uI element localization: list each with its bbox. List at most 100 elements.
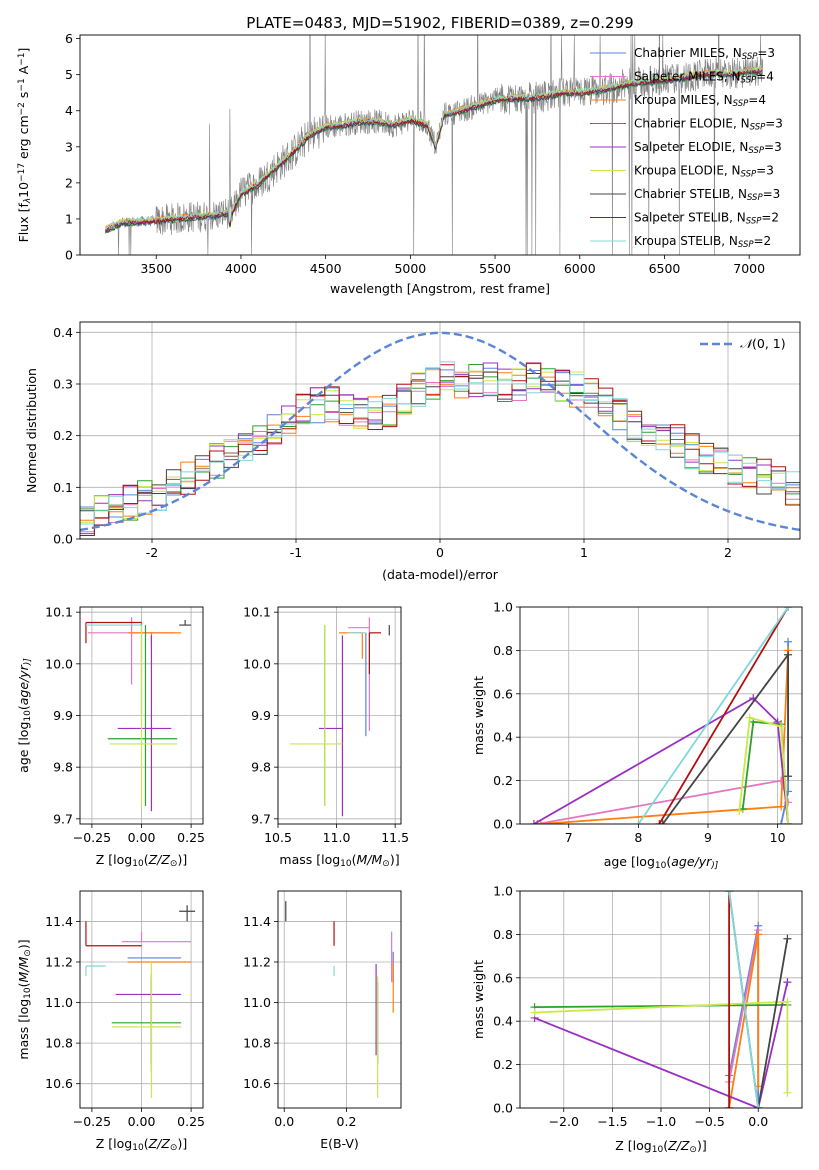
plus-marker — [725, 1104, 734, 1108]
x-tick-label: 8 — [634, 830, 642, 845]
y-tick-label: 9.8 — [251, 760, 271, 775]
y-tick-label: 10.8 — [45, 1036, 73, 1051]
y-tick-label: 9.9 — [251, 708, 271, 723]
x-tick-label: 0.00 — [128, 830, 156, 845]
y-tick-label: 0.4 — [493, 1014, 513, 1029]
x-tick-label: -2 — [146, 545, 158, 560]
mass_vs_z-panel: −0.25 0.00 0.25 10.6 10.8 11.0 11.2 11.4 Z [log1… — [16, 890, 205, 1153]
legend-entry: Chabrier ELODIE, NSSP=3 — [634, 117, 783, 133]
y-tick-label: 11.2 — [243, 954, 271, 969]
x-axis-label: age [log10(age/yr)] — [604, 854, 719, 871]
y-tick-label: 11.4 — [243, 914, 271, 929]
plus-marker — [783, 978, 792, 987]
spectrum-panel: 3500 4000 4500 5000 5500 6000 6500 7000 0 1 2 3 4 5 6 P… — [16, 14, 801, 296]
x-tick-label: −2.0 — [549, 1114, 579, 1129]
y-tick-label: 0.4 — [493, 730, 513, 745]
spectrum-lines — [105, 35, 763, 255]
x-tick-label: −0.5 — [694, 1114, 724, 1129]
axes-frame — [277, 890, 402, 1109]
plus-marker — [777, 722, 786, 731]
y-axis-label: Normed distribution — [24, 368, 39, 493]
x-axis-label: wavelength [Angstrom, rest frame] — [330, 281, 550, 296]
spectrum-legend: Chabrier MILES, NSSP=3 Salpeter MILES, NS… — [590, 46, 783, 250]
x-tick-label: 7000 — [733, 261, 765, 276]
y-axis-label: Flux [fλ10−17 erg cm−2 s−1 A−1] — [16, 48, 33, 243]
x-tick-label: 11.0 — [323, 830, 351, 845]
plus-marker — [530, 1008, 539, 1017]
age_vs_z-panel: −0.25 0.00 0.25 9.7 9.8 9.9 10.0 10.1 Z [log10(Z… — [16, 605, 205, 870]
plus-marker — [754, 930, 763, 939]
y-tick-label: 10.8 — [243, 1036, 271, 1051]
x-tick-label: −1.0 — [646, 1114, 676, 1129]
legend-entry: Salpeter MILES, NSSP=4 — [634, 70, 774, 86]
y-tick-label: 0.0 — [493, 817, 513, 832]
residual-histogram — [80, 362, 800, 536]
x-tick-label: 4000 — [225, 261, 257, 276]
x-tick-label: 7 — [565, 830, 573, 845]
legend-entry: Kroupa ELODIE, NSSP=3 — [634, 164, 774, 180]
x-axis-label: Z [log10(Z/Z⊙)] — [96, 1136, 187, 1153]
axes-frame — [79, 321, 801, 540]
y-tick-label: 0.2 — [493, 1057, 513, 1072]
y-tick-label: 0.6 — [493, 686, 513, 701]
mass_vs_ebv-panel: 0.0 0.2 10.6 10.8 11.0 11.2 11.4 E(B-V) — [243, 890, 402, 1151]
x-tick-label: 2 — [724, 545, 732, 560]
x-tick-label: 10 — [770, 830, 786, 845]
y-axis-label: mass [log10(M/M⊙)] — [16, 939, 33, 1059]
y-tick-label: 0.0 — [493, 1101, 513, 1116]
y-tick-label: 10.6 — [45, 1076, 73, 1091]
x-tick-label: 0.0 — [274, 1114, 294, 1129]
x-tick-label: 1 — [580, 545, 588, 560]
y-tick-label: 0.4 — [53, 325, 73, 340]
y-tick-label: 11.0 — [243, 995, 271, 1010]
y-tick-label: 2 — [65, 175, 73, 190]
y-tick-label: 10.0 — [45, 656, 73, 671]
x-axis-label: (data-model)/error — [382, 567, 499, 582]
legend-entry: Kroupa MILES, NSSP=4 — [634, 93, 766, 109]
y-tick-label: 1.0 — [493, 600, 513, 615]
x-tick-label: 3500 — [140, 261, 172, 276]
plus-marker — [725, 891, 734, 895]
legend-entry: Salpeter STELIB, NSSP=2 — [634, 211, 779, 227]
histogram-lines — [80, 331, 800, 536]
axes-frame — [519, 606, 803, 825]
plus-marker — [777, 820, 786, 824]
y-tick-label: 0.2 — [493, 773, 513, 788]
plus-marker — [784, 820, 793, 824]
plus-marker — [783, 997, 792, 1006]
plus-marker — [536, 820, 545, 824]
plus-marker — [754, 1104, 763, 1108]
x-tick-label: 0.00 — [128, 1114, 156, 1129]
y-tick-label: 9.7 — [251, 811, 271, 826]
y-tick-label: 9.7 — [53, 811, 73, 826]
x-tick-label: -1 — [290, 545, 302, 560]
y-tick-label: 0 — [65, 248, 73, 263]
y-tick-label: 0.3 — [53, 377, 73, 392]
y-tick-label: 10.1 — [45, 605, 73, 620]
plus-marker — [777, 802, 786, 811]
y-tick-label: 10.6 — [243, 1076, 271, 1091]
y-tick-label: 0.0 — [53, 532, 73, 547]
y-tick-label: 11.4 — [45, 914, 73, 929]
plus-marker — [634, 820, 643, 824]
x-tick-label: 5500 — [479, 261, 511, 276]
axes-frame — [519, 890, 803, 1109]
x-axis-label: E(B-V) — [320, 1136, 359, 1151]
errorbars — [85, 617, 192, 812]
legend-entry: Salpeter ELODIE, NSSP=3 — [634, 140, 782, 156]
x-tick-label: 10.5 — [264, 830, 292, 845]
mass-weight-line — [533, 696, 789, 824]
y-tick-label: 5 — [65, 67, 73, 82]
massweight_vs_z-panel: −2.0 −1.5 −1.0 −0.5 0.0 0.0 0.2 0.4 0.6 0.8 1.0 Z [… — [471, 884, 803, 1155]
residuals-panel: -2 -1 0 1 2 0.0 0.1 0.2 0.3 0.4 (data-model)/error… — [24, 321, 801, 582]
mass-weight-line — [637, 607, 789, 824]
y-tick-label: 11.0 — [45, 995, 73, 1010]
y-tick-label: 0.8 — [493, 643, 513, 658]
plus-marker — [529, 820, 538, 824]
y-tick-label: 3 — [65, 139, 73, 154]
legend-entry: Kroupa STELIB, NSSP=2 — [634, 234, 771, 250]
y-tick-label: 4 — [65, 103, 73, 118]
y-tick-label: 1.0 — [493, 884, 513, 899]
y-tick-label: 10.1 — [243, 605, 271, 620]
